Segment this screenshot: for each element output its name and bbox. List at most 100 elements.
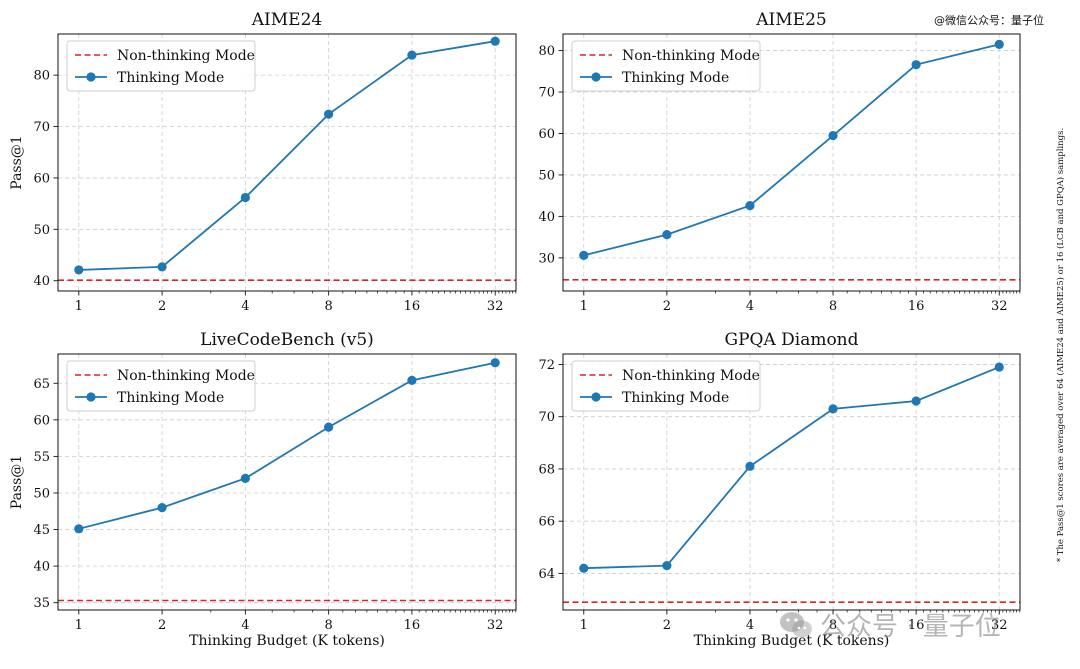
- legend-label-thinking: Thinking Mode: [117, 390, 224, 406]
- x-tick-label: 2: [663, 618, 671, 633]
- series-line-thinking: [583, 43, 1000, 257]
- chart-title: AIME24: [251, 10, 322, 30]
- y-tick-label: 50: [33, 486, 50, 501]
- data-point-32: [490, 36, 500, 46]
- legend-marker-thinking: [591, 72, 601, 82]
- data-point-8: [324, 422, 334, 432]
- x-tick-label: 2: [158, 299, 166, 314]
- data-point-32: [490, 358, 500, 368]
- y-tick-label: 70: [538, 86, 555, 101]
- x-tick-label: 4: [241, 618, 249, 633]
- data-point-8: [828, 404, 838, 414]
- y-tick-label: 55: [33, 450, 50, 465]
- x-tick-label: 8: [324, 618, 332, 633]
- wechat-icon: [780, 611, 812, 637]
- data-point-32: [994, 362, 1004, 372]
- data-point-2: [157, 503, 167, 513]
- legend-label-nonthinking: Non-thinking Mode: [117, 48, 255, 64]
- y-tick-label: 80: [33, 69, 50, 84]
- chart-title: GPQA Diamond: [724, 330, 858, 350]
- y-tick-label: 40: [538, 210, 555, 225]
- data-point-1: [579, 250, 589, 260]
- y-tick-label: 35: [33, 596, 50, 611]
- chart-panel-1: 1 2 4 8 16 32 40 50 60 70 80 AIME24 Pass@1 Non-thinki…: [9, 10, 517, 314]
- chart-title: AIME25: [755, 10, 826, 30]
- y-tick-label: 72: [538, 358, 555, 373]
- plot-frame: [562, 353, 1021, 611]
- data-point-1: [74, 524, 84, 534]
- data-point-4: [240, 192, 250, 203]
- chart-panel-4: 1 2 4 8 16 32 64 66 68 70 72 GPQA Diamond Thinking B…: [538, 330, 1021, 649]
- y-tick-label: 40: [33, 274, 50, 289]
- legend-marker-thinking: [591, 392, 601, 402]
- x-tick-label: 32: [487, 299, 504, 314]
- y-tick-label: 70: [33, 120, 50, 135]
- y-tick-label: 60: [33, 413, 50, 428]
- data-point-4: [745, 201, 755, 211]
- legend-label-nonthinking: Non-thinking Mode: [117, 368, 255, 384]
- x-tick-label: 32: [487, 618, 504, 633]
- legend-label-thinking: Thinking Mode: [117, 70, 224, 86]
- data-point-16: [911, 396, 921, 406]
- y-tick-label: 40: [33, 560, 50, 575]
- y-tick-label: 45: [33, 523, 50, 538]
- data-point-32: [994, 39, 1004, 49]
- data-point-16: [407, 50, 417, 60]
- chart-panel-3: 1 2 4 8 16 32 35 40 45 50 55 60 65 LiveCodeBench (v5)…: [9, 330, 517, 649]
- data-point-2: [662, 230, 672, 240]
- watermark-bottom: 公众号 · 量子位: [778, 606, 1001, 643]
- data-point-8: [828, 130, 838, 141]
- x-tick-label: 2: [158, 618, 166, 633]
- x-tick-label: 32: [991, 299, 1008, 314]
- legend-label-thinking: Thinking Mode: [622, 390, 729, 406]
- x-tick-label: 4: [241, 299, 249, 314]
- x-tick-label: 16: [908, 618, 925, 633]
- legend-box: [66, 360, 256, 412]
- series-line-thinking: [78, 361, 496, 530]
- y-tick-label: 50: [33, 223, 50, 238]
- x-axis-label: Thinking Budget (K tokens): [694, 633, 890, 649]
- y-tick-label: 80: [538, 44, 555, 59]
- series-line-thinking: [78, 40, 496, 271]
- x-tick-label: 16: [404, 618, 421, 633]
- legend-box: [571, 40, 761, 92]
- x-tick-label: 8: [829, 618, 837, 633]
- x-tick-label: 32: [991, 618, 1008, 633]
- x-tick-label: 4: [746, 618, 754, 633]
- plot-frame: [57, 33, 517, 292]
- y-tick-label: 60: [538, 127, 555, 142]
- x-tick-label: 2: [663, 299, 671, 314]
- legend-label-nonthinking: Non-thinking Mode: [622, 48, 760, 64]
- chart-panel-2: 1 2 4 8 16 32 30 40 50 60 70 80 AIME25 Non-thinking M…: [538, 10, 1021, 314]
- legend-label-nonthinking: Non-thinking Mode: [622, 368, 760, 384]
- x-tick-label: 1: [580, 299, 588, 314]
- series-line-thinking: [583, 366, 1000, 570]
- x-tick-label: 8: [324, 299, 332, 314]
- data-point-8: [324, 109, 334, 119]
- y-tick-label: 65: [33, 377, 50, 392]
- legend-label-thinking: Thinking Mode: [622, 70, 729, 86]
- y-axis-label: Pass@1: [9, 455, 25, 509]
- y-tick-label: 68: [538, 462, 555, 477]
- data-point-16: [407, 375, 417, 385]
- data-point-2: [662, 560, 672, 571]
- y-tick-label: 66: [538, 515, 555, 530]
- data-point-1: [74, 265, 84, 275]
- x-tick-label: 1: [75, 618, 83, 633]
- footnote-samplings: * The Pass@1 scores are averaged over 64…: [1056, 127, 1066, 563]
- x-axis-label: Thinking Budget (K tokens): [189, 633, 385, 649]
- x-tick-label: 1: [580, 618, 588, 633]
- y-tick-label: 30: [538, 251, 555, 266]
- legend-marker-thinking: [86, 72, 96, 82]
- y-axis-label: Pass@1: [9, 135, 25, 189]
- y-tick-label: 60: [33, 171, 50, 186]
- x-tick-label: 4: [746, 299, 754, 314]
- data-point-4: [745, 461, 755, 471]
- y-tick-label: 70: [538, 410, 555, 425]
- data-point-16: [911, 60, 921, 70]
- watermark-bottom-text: 公众号 · 量子位: [820, 612, 1001, 642]
- legend-box: [571, 360, 761, 412]
- watermark-top: @微信公众号：量子位: [934, 14, 1044, 27]
- legend-box: [66, 40, 256, 92]
